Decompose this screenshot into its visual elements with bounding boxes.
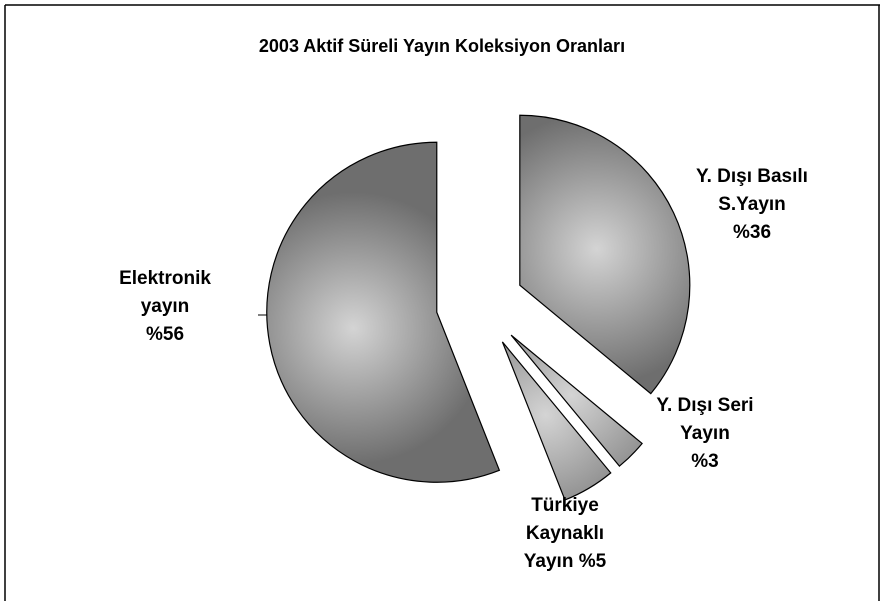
pie-slice	[510, 334, 643, 467]
pie-slice	[519, 114, 691, 395]
category-label: Y. Dışı Basılı S.Yayın	[696, 166, 808, 215]
chart-title: 2003 Aktif Süreli Yayın Koleksiyon Oranl…	[259, 36, 625, 56]
category-label: Türkiye Kaynaklı Yayın	[523, 495, 605, 572]
category-label: Y. Dışı Seri Yayın	[656, 395, 754, 444]
pie-slice	[266, 141, 501, 483]
value-label: %36	[732, 222, 772, 243]
value-label: %5	[578, 551, 607, 572]
slice-label: Y. Dışı Seri Yayın %3	[640, 392, 770, 476]
slice-label: Elektronik yayın %56	[105, 265, 225, 349]
value-label: %56	[145, 324, 185, 345]
pie-slice	[501, 341, 612, 501]
category-label: Elektronik yayın	[119, 268, 211, 317]
slice-label: Y. Dışı Basılı S.Yayın %36	[677, 163, 827, 247]
slice-label: Türkiye Kaynaklı Yayın %5	[510, 492, 620, 576]
value-label: %3	[691, 451, 719, 472]
